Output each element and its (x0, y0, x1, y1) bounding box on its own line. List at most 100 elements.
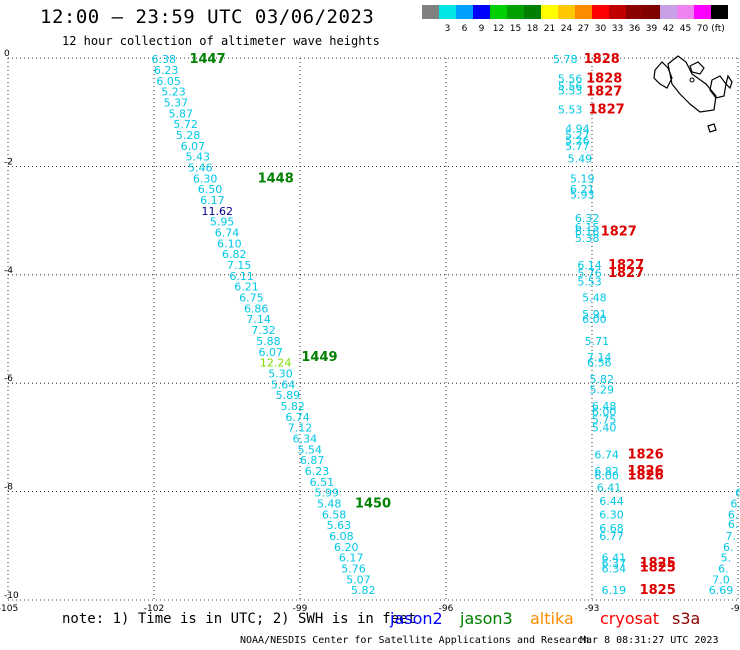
wave-height-label: 5.82 (280, 400, 305, 413)
wave-height-label: 5.76 (341, 563, 366, 576)
wave-height-label: 5.56 (558, 80, 583, 93)
colorbar-swatch (711, 5, 728, 19)
wave-height-label: 5.48 (582, 292, 607, 305)
generated-timestamp: Mar 8 08:31:27 UTC 2023 (580, 635, 719, 646)
wave-height-label: 5.64 (271, 378, 296, 391)
wave-height-label: 7.0 (712, 573, 730, 586)
wave-height-label: 5.99 (315, 487, 340, 500)
legend-altika: altika (530, 609, 574, 628)
island-san-cristobal (725, 74, 733, 90)
wave-height-label: 6.20 (334, 541, 359, 554)
wave-height-label: 6.50 (198, 183, 223, 196)
colorbar-tick-label: 12 (493, 24, 504, 34)
colorbar-tick-label: 15 (510, 24, 521, 34)
wave-height-label: 7.14 (246, 313, 271, 326)
legend-s3a: s3a (672, 609, 701, 628)
island-santiago (689, 61, 705, 75)
chart-title: 12:00 – 23:59 UTC 03/06/2023 (40, 6, 375, 28)
wave-height-label: 5.56 (558, 73, 583, 86)
wave-height-label: 6.07 (181, 140, 206, 153)
colorbar-swatch (575, 5, 592, 19)
y-tick-label: 0 (4, 49, 10, 59)
pass-time-label: 1450 (355, 497, 391, 512)
wave-height-label: 5.28 (176, 129, 201, 142)
wave-height-label: 5.71 (585, 335, 610, 348)
wave-height-label: 6.10 (217, 237, 242, 250)
wave-height-label: 5.93 (570, 189, 595, 202)
wave-height-label: 7.14 (587, 351, 612, 364)
colorbar-swatch (660, 5, 677, 19)
pass-time-label: 1447 (189, 52, 225, 67)
wave-height-label: 6.74 (215, 227, 240, 240)
wave-height-label: 5.76 (577, 267, 602, 280)
colorbar-tick-label: 45 (680, 24, 691, 34)
colorbar-swatch (541, 5, 558, 19)
colorbar-tick-label: 24 (561, 24, 573, 34)
wave-height-label: 6.48 (592, 400, 617, 413)
pass-time-label: 1826 (627, 468, 663, 483)
wave-height-label: 5.95 (210, 216, 235, 229)
colorbar-swatch (694, 5, 711, 19)
wave-height-label: 6.17 (200, 194, 225, 207)
wave-height-label: 5.30 (268, 367, 293, 380)
pass-time-label: 1826 (627, 448, 663, 463)
wave-height-label: 5.53 (558, 85, 583, 98)
pass-time-label: 1449 (301, 350, 337, 365)
wave-height-label: 5.38 (575, 232, 600, 245)
wave-height-label: 6.77 (599, 530, 624, 543)
colorbar-swatch (490, 5, 507, 19)
wave-height-label: 6.15 (575, 221, 600, 234)
wave-height-label: 6.87 (300, 454, 325, 467)
wave-height-label: 5.63 (327, 519, 352, 532)
x-tick-label: -96 (439, 604, 454, 614)
colorbar-swatch (422, 5, 439, 19)
wave-height-label: 5.29 (589, 384, 614, 397)
wave-height-label: 6.08 (329, 530, 354, 543)
colorbar-swatch (456, 5, 473, 19)
colorbar-swatch (609, 5, 626, 19)
credit-line: NOAA/NESDIS Center for Satellite Applica… (240, 635, 590, 646)
x-tick-label: -99 (293, 604, 308, 614)
wave-height-label: 6.16 (575, 225, 600, 238)
wave-height-label: 6.00 (582, 313, 607, 326)
colorbar-swatch (643, 5, 660, 19)
x-tick-label: -105 (0, 604, 18, 614)
wave-height-label: 6.11 (229, 270, 254, 283)
pass-time-label: 1828 (584, 52, 620, 67)
wave-height-label: 6. (728, 518, 739, 531)
wave-height-label: 5.26 (565, 134, 590, 147)
wave-height-label: 5.89 (276, 389, 301, 402)
colorbar-legend: 3 6 9 12 15 18 21 24 27 30 33 36 39 42 45 70 (ft) (422, 5, 728, 34)
wave-height-label: 6.41 (597, 481, 622, 494)
wave-height-label: 5.49 (568, 152, 593, 165)
wave-height-label: 7.15 (227, 259, 252, 272)
colorbar-tick-label: 3 (445, 24, 451, 34)
wave-height-label: 6.34 (293, 432, 318, 445)
legend-jason2: jason2 (390, 609, 443, 628)
wave-height-label: 6.41 (602, 552, 627, 565)
y-tick-label: -2 (4, 157, 13, 167)
wave-height-label: 6.58 (322, 508, 347, 521)
wave-height-label: 6.34 (602, 563, 627, 576)
x-tick-label: -90 (731, 604, 740, 614)
wave-height-label: 6. (723, 541, 734, 554)
wave-height-label: 5.43 (186, 151, 211, 164)
wave-height-label: 6.44 (599, 495, 624, 508)
colorbar-tick-label: 18 (527, 24, 539, 34)
y-tick-label: -4 (4, 266, 13, 276)
wave-height-label: 5.37 (164, 96, 189, 109)
wave-height-label: 5.53 (577, 275, 602, 288)
island-fernandina (667, 55, 717, 113)
pass-time-label: 1828 (586, 72, 622, 87)
wave-height-label: 5.75 (592, 414, 617, 427)
wave-height-label: 5.40 (592, 422, 617, 435)
chart-subtitle: 12 hour collection of altimeter wave hei… (62, 34, 380, 48)
wave-height-label: 6.37 (602, 557, 627, 570)
wave-height-label: 5.46 (188, 161, 213, 174)
wave-height-label: 6.19 (602, 584, 627, 597)
wave-height-label: 5.07 (346, 573, 371, 586)
colorbar-swatch (439, 5, 456, 19)
wave-height-label: 5.53 (558, 103, 583, 116)
y-tick-label: -10 (4, 591, 19, 601)
wave-height-label: 5.87 (169, 107, 194, 120)
